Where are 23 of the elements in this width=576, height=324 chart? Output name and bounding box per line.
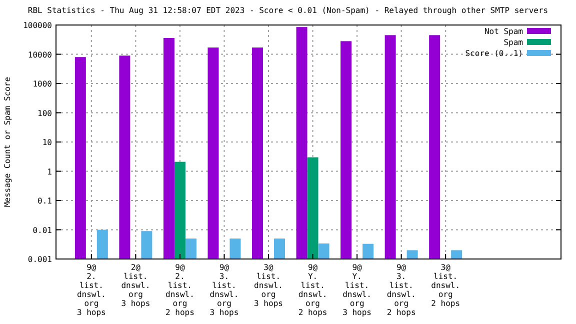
chart-title: RBL Statistics - Thu Aug 31 12:58:07 EDT 2023 - Score < 0.01 (Non-Spam) - Relayed through other SMTP servers — [28, 6, 548, 15]
x-tick-label: 3@ list. dnswl. org 3 hops — [254, 263, 284, 308]
x-tick-label: 9@ 3. list. dnswl. org 2 hops — [386, 263, 416, 317]
x-tick-label: 9@ 2. list. dnswl. org 2 hops — [166, 263, 195, 317]
y-tick-label: 0.001 — [28, 255, 52, 264]
legend-label: Score (0..1) — [465, 49, 523, 58]
x-tick-label: 9@ 3. list. dnswl. org 3 hops — [210, 263, 239, 317]
y-axis-title: Message Count or Spam Score — [3, 76, 12, 208]
y-tick-label: 1 — [47, 167, 52, 176]
x-tick-label: 9@ Y. list. dnswl. org 2 hops — [298, 263, 328, 317]
legend-label: Not Spam — [484, 27, 524, 36]
y-tick-label: 100 — [38, 108, 52, 118]
y-tick-label: 10000 — [28, 50, 52, 60]
x-tick-label: 3@ list. dnswl. org 2 hops — [431, 263, 460, 308]
y-tick-label: 0.1 — [38, 196, 52, 206]
y-tick-label: 100000 — [23, 21, 52, 30]
x-tick-label: 9@ 2. list. dnswl. org 3 hops — [76, 263, 106, 317]
x-tick-label: 2@ list. dnswl. org 3 hops — [121, 263, 150, 308]
y-tick-label: 0.01 — [32, 226, 52, 235]
x-tick-label: 9@ Y. list. dnswl. org 3 hops — [342, 263, 372, 317]
y-tick-label: 1000 — [32, 80, 52, 88]
y-tick-label: 10 — [42, 138, 52, 147]
legend-label: Spam — [504, 38, 524, 47]
